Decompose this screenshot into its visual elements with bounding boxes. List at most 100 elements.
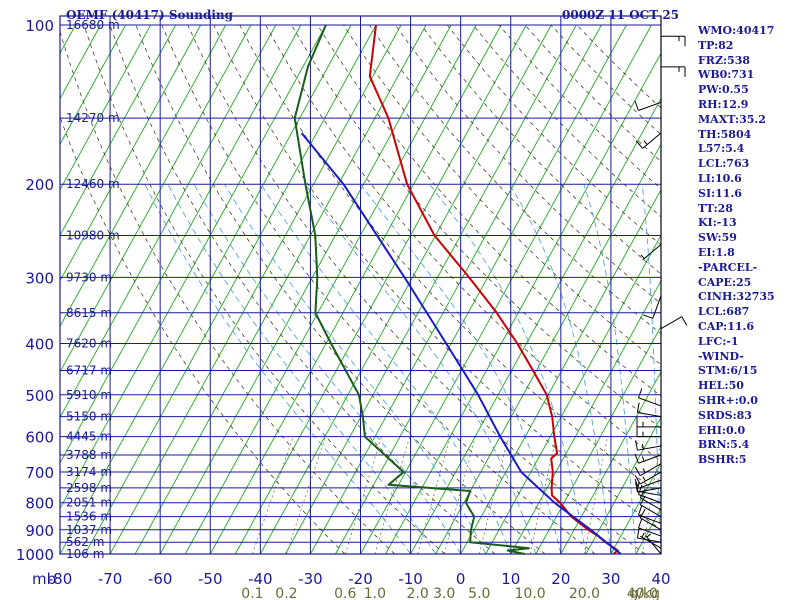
wind-barb bbox=[636, 416, 661, 428]
isotherm-line bbox=[485, 234, 661, 555]
isotherm-line bbox=[335, 24, 627, 555]
pressure-tick-label: 300 bbox=[25, 269, 54, 287]
wind-barb bbox=[636, 426, 661, 438]
wind-barb bbox=[636, 528, 662, 543]
index-entry: RH:12.9 bbox=[698, 97, 749, 111]
mixing-ratio-label: 0.6 bbox=[334, 586, 356, 600]
mixing-ratio-line bbox=[344, 436, 382, 555]
index-entry: MAXT:35.2 bbox=[698, 112, 766, 126]
wind-barb bbox=[637, 518, 662, 537]
wind-barb bbox=[640, 244, 662, 261]
wind-barb bbox=[643, 295, 662, 319]
mixing-ratio-label: 20.0 bbox=[569, 586, 600, 600]
index-entry: EI:1.8 bbox=[698, 245, 735, 259]
index-entry: LI:10.6 bbox=[698, 171, 742, 185]
wind-barb bbox=[635, 132, 662, 149]
mixing-ratio-label: 5.0 bbox=[468, 586, 490, 600]
moist-adiabat-line bbox=[509, 183, 612, 555]
wind-barb bbox=[634, 471, 662, 485]
isotherm-line bbox=[0, 25, 25, 554]
pressure-tick-label: 200 bbox=[25, 176, 54, 194]
pressure-tick-label: 900 bbox=[25, 522, 54, 540]
isotherm-line bbox=[60, 24, 277, 419]
pressure-tick-label: 400 bbox=[25, 335, 54, 353]
index-entry: -PARCEL- bbox=[698, 260, 758, 274]
isotherm-line bbox=[184, 24, 477, 555]
isotherm-line bbox=[310, 24, 602, 555]
temperature-tick-label: -70 bbox=[98, 570, 123, 588]
index-entry: BSHR:5 bbox=[698, 453, 747, 467]
pressure-tick-label: 500 bbox=[25, 387, 54, 405]
moist-adiabat-line bbox=[224, 183, 487, 555]
isotherm-line bbox=[610, 462, 661, 555]
isotherm-line bbox=[60, 24, 252, 373]
wind-barb bbox=[634, 478, 662, 489]
index-entry: SRDS:83 bbox=[698, 408, 752, 422]
temperature-tick-label: -50 bbox=[198, 570, 223, 588]
index-entry: WMO:40417 bbox=[698, 24, 775, 37]
index-entry: KI:-13 bbox=[698, 216, 737, 230]
temperature-tick-label: -40 bbox=[248, 570, 273, 588]
mixing-ratio-label: 1.0 bbox=[364, 586, 386, 600]
height-label: 5150 m bbox=[66, 410, 112, 424]
index-entry: SW:59 bbox=[698, 231, 737, 245]
pressure-unit-label: mb bbox=[32, 570, 56, 588]
index-entry: SI:11.6 bbox=[698, 186, 742, 200]
pressure-tick-label: 800 bbox=[25, 495, 54, 513]
isotherm-line bbox=[234, 24, 527, 555]
index-entry: CAPE:25 bbox=[698, 275, 752, 289]
wind-barb bbox=[634, 100, 662, 111]
wind-barb bbox=[637, 388, 662, 407]
index-entry: WB0:731 bbox=[698, 68, 755, 82]
mixing-ratio-label: 0.2 bbox=[275, 586, 297, 600]
wind-barb bbox=[635, 440, 662, 451]
temperature-tick-label: -10 bbox=[398, 570, 423, 588]
mixing-ratio-label: 40.0 bbox=[627, 586, 658, 600]
height-label: 4445 m bbox=[66, 430, 112, 444]
wind-barb bbox=[639, 495, 662, 518]
height-label: 1536 m bbox=[66, 510, 112, 524]
pressure-tick-label: 700 bbox=[25, 464, 54, 482]
isotherm-line bbox=[510, 279, 661, 555]
isotherm-line bbox=[60, 24, 177, 237]
mixing-ratio-unit-label: g/kg bbox=[629, 586, 660, 600]
temperature-tick-label: -60 bbox=[148, 570, 173, 588]
height-label: 5910 m bbox=[66, 388, 112, 402]
index-entry: LCL:687 bbox=[698, 305, 750, 319]
mixing-ratio-label: 3.0 bbox=[433, 586, 455, 600]
isotherm-line bbox=[60, 24, 227, 328]
index-entry: BRN:5.4 bbox=[698, 438, 750, 452]
height-label: 3788 m bbox=[66, 448, 112, 462]
isotherm-line bbox=[460, 188, 661, 555]
wind-barb bbox=[661, 35, 686, 47]
index-entry: TP:82 bbox=[698, 38, 734, 52]
height-label: 16680 m bbox=[66, 18, 120, 32]
chart-title: OEMF (40417) Sounding bbox=[66, 8, 234, 22]
sounding-profiles bbox=[293, 24, 622, 555]
moist-adiabat-line bbox=[641, 184, 661, 554]
dewpoint-profile-line bbox=[293, 24, 530, 555]
parcel-profile-line bbox=[300, 132, 622, 555]
wind-barb bbox=[634, 453, 662, 464]
pressure-tick-label: 600 bbox=[25, 429, 54, 447]
height-label: 2051 m bbox=[66, 496, 112, 510]
height-label: 8615 m bbox=[66, 306, 112, 320]
wind-barb bbox=[639, 532, 662, 549]
index-entry: LCL:763 bbox=[698, 157, 750, 171]
temperature-tick-label: 20 bbox=[551, 570, 570, 588]
index-entry: L57:5.4 bbox=[698, 142, 745, 156]
wind-barb bbox=[637, 505, 662, 524]
mixing-ratio-line bbox=[584, 436, 608, 555]
wind-barb bbox=[661, 66, 686, 77]
index-entry: CINH:32735 bbox=[698, 290, 775, 304]
index-entry: TH:5804 bbox=[698, 127, 752, 141]
height-label: 9730 m bbox=[66, 270, 112, 284]
index-entry: TT:28 bbox=[698, 201, 733, 215]
isotherm-line bbox=[585, 416, 661, 555]
pressure-tick-label: 1000 bbox=[16, 546, 54, 564]
isotherm-line bbox=[60, 24, 152, 191]
mixing-ratio-line bbox=[478, 436, 509, 555]
temperature-profile-line bbox=[368, 24, 619, 555]
dry-adiabat-line bbox=[109, 24, 496, 555]
